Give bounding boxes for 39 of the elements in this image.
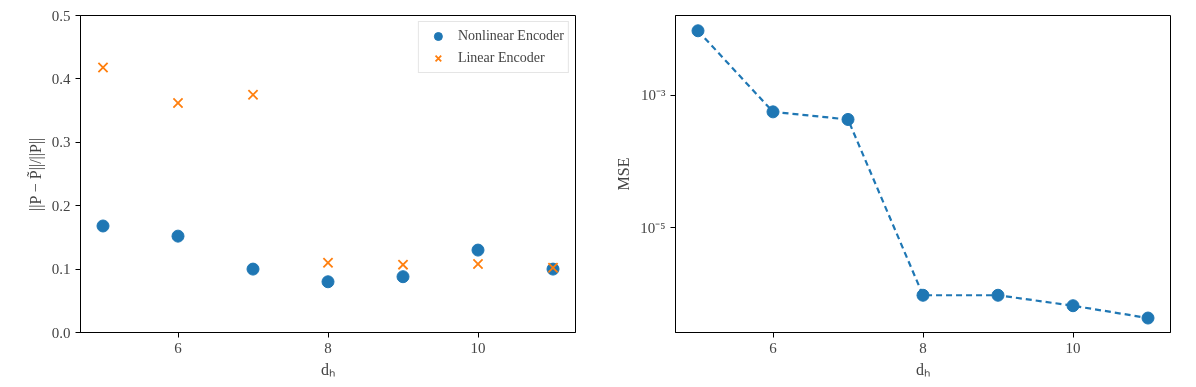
y-tick-label: 0.4 <box>51 70 71 87</box>
legend-label: Linear Encoder <box>457 50 545 66</box>
point <box>472 258 484 270</box>
legend-label: Nonlinear Encoder <box>457 28 564 44</box>
point <box>396 270 410 284</box>
x-tick-label: 8 <box>324 339 332 356</box>
point <box>171 229 185 243</box>
point <box>322 257 334 269</box>
point <box>991 288 1005 302</box>
y-axis-title: MSE <box>615 157 633 191</box>
point <box>397 259 409 271</box>
point <box>916 288 930 302</box>
y-tick-label: 0.5 <box>51 7 71 24</box>
x-tick-label: 8 <box>919 339 927 356</box>
point <box>172 97 184 109</box>
y-axis-title: ||P − P̃||/||P|| <box>26 137 45 211</box>
point <box>1141 311 1155 325</box>
y-tick-label: 0.0 <box>51 324 71 341</box>
x-axis-title: dₕ <box>321 360 335 378</box>
y-tick-label: 10⁻⁵ <box>640 219 666 236</box>
point <box>96 219 110 233</box>
point <box>841 112 855 126</box>
point <box>691 24 705 38</box>
x-tick-label: 10 <box>1065 339 1081 356</box>
point <box>471 243 485 257</box>
y-tick-label: 10⁻³ <box>641 87 666 104</box>
point <box>247 89 259 101</box>
point <box>1066 299 1080 313</box>
y-tick-label: 0.1 <box>51 261 71 278</box>
y-tick-label: 0.3 <box>51 134 71 151</box>
y-tick-label: 0.2 <box>51 197 71 214</box>
x-tick-label: 6 <box>769 339 778 356</box>
x-axis-title: dₕ <box>916 360 930 378</box>
x-tick-label: 10 <box>470 339 486 356</box>
x-tick-label: 6 <box>174 339 183 356</box>
point <box>97 61 109 73</box>
point <box>246 262 260 276</box>
point <box>766 105 780 119</box>
point <box>321 275 335 289</box>
